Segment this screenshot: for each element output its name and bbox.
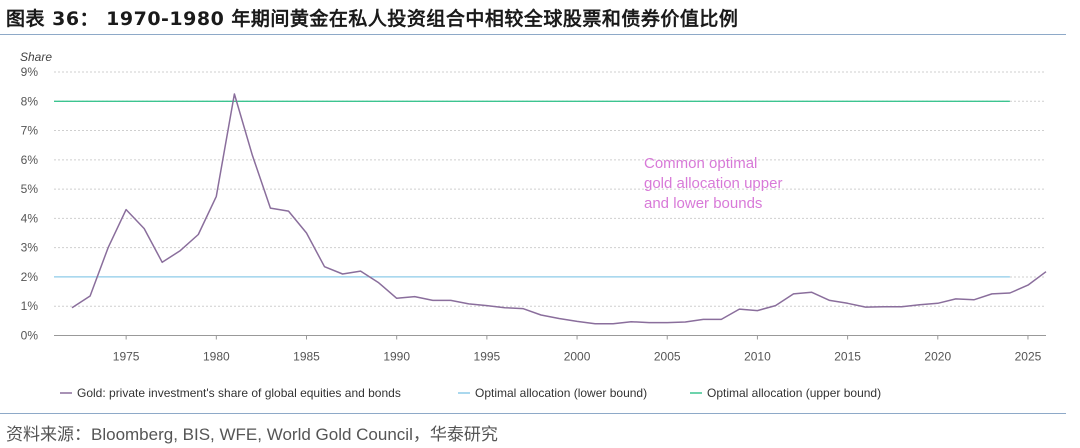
x-tick-label: 2020	[924, 350, 951, 364]
source-divider	[0, 413, 1066, 414]
gridlines	[54, 71, 1046, 307]
x-tick-label: 1975	[113, 350, 140, 364]
y-axis-ticks: 0% 1% 2% 3% 4% 5% 6% 7% 8% 9%	[21, 65, 39, 343]
y-axis-label: Share	[20, 50, 52, 64]
y-tick-label: 7%	[21, 124, 39, 138]
y-tick-label: 5%	[21, 182, 39, 196]
x-tick-label: 1995	[474, 350, 501, 364]
x-tick-label: 2000	[564, 350, 591, 364]
annotation-line-2: gold allocation upper	[644, 175, 782, 192]
x-tick-label: 2015	[834, 350, 861, 364]
series-line-0	[71, 93, 1047, 325]
x-tick-label: 2010	[744, 350, 771, 364]
annotation-line-1: Common optimal	[644, 155, 757, 172]
legend-label: Optimal allocation (lower bound)	[475, 386, 647, 400]
legend-label: Optimal allocation (upper bound)	[707, 386, 881, 400]
y-tick-label: 9%	[21, 65, 39, 79]
y-tick-label: 2%	[21, 270, 39, 284]
annotation-line-3: and lower bounds	[644, 195, 762, 212]
legend: Gold: private investment's share of glob…	[60, 386, 881, 400]
series-lines	[54, 93, 1047, 325]
legend-label: Gold: private investment's share of glob…	[77, 386, 401, 400]
y-tick-label: 3%	[21, 241, 39, 255]
chart-title: 图表 36： 1970-1980 年期间黄金在私人投资组合中相较全球股票和债券价…	[6, 8, 739, 30]
x-tick-label: 1985	[293, 350, 320, 364]
y-tick-label: 0%	[21, 329, 39, 343]
y-tick-label: 8%	[21, 94, 39, 108]
title-divider	[0, 34, 1066, 35]
x-tick-label: 1990	[383, 350, 410, 364]
x-tick-label: 2025	[1015, 350, 1042, 364]
x-tick-label: 2005	[654, 350, 681, 364]
x-axis-ticks: 1975 1980 1985 1990 1995 2000 2005 2010 2015 2020…	[113, 335, 1042, 364]
x-tick-label: 1980	[203, 350, 230, 364]
y-tick-label: 6%	[21, 153, 39, 167]
y-tick-label: 4%	[21, 211, 39, 225]
source-note: 资料来源：Bloomberg, BIS, WFE, World Gold Cou…	[6, 425, 498, 444]
y-tick-label: 1%	[21, 299, 39, 313]
